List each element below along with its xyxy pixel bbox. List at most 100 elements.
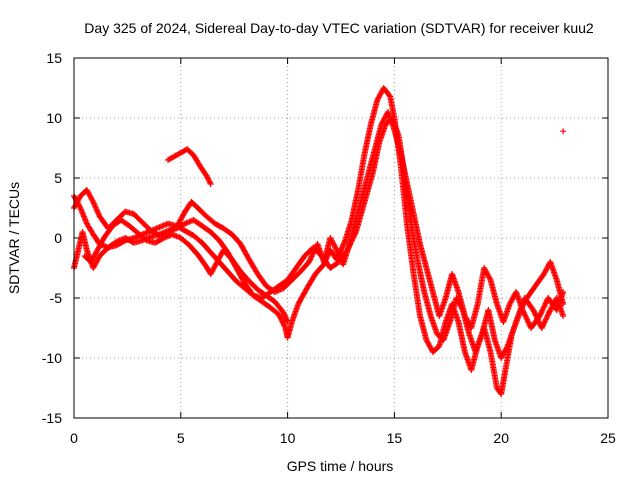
x-axis-label: GPS time / hours xyxy=(287,458,394,474)
data-point xyxy=(338,245,345,252)
data-point xyxy=(281,323,288,330)
x-tick-labels: 0 5 10 15 20 25 xyxy=(70,430,616,446)
data-point xyxy=(524,318,531,325)
data-point xyxy=(276,313,283,320)
data-point xyxy=(539,306,546,313)
data-point xyxy=(386,92,393,99)
data-point xyxy=(307,254,314,261)
axis-ticks xyxy=(73,57,609,419)
x-tick-label: 25 xyxy=(600,430,616,446)
data-point xyxy=(522,312,529,319)
data-point xyxy=(311,247,318,254)
data-point xyxy=(541,303,548,310)
y-tick-label: 10 xyxy=(46,110,62,126)
data-point xyxy=(284,319,291,325)
x-tick-label: 20 xyxy=(493,430,509,446)
data-point xyxy=(281,312,288,319)
data-point xyxy=(519,307,526,313)
y-tick-label: -15 xyxy=(42,410,62,426)
data-point xyxy=(538,325,545,331)
chart-title: Day 325 of 2024, Sidereal Day-to-day VTE… xyxy=(84,20,594,36)
data-point xyxy=(541,319,548,326)
data-point xyxy=(305,259,312,265)
x-tick-label: 10 xyxy=(280,430,296,446)
data-point xyxy=(537,311,544,318)
data-point xyxy=(524,316,531,323)
y-tick-label: 15 xyxy=(46,50,62,66)
data-point xyxy=(339,242,346,249)
data-point xyxy=(280,309,287,316)
data-point xyxy=(340,241,347,248)
data-point xyxy=(341,238,348,245)
series-trace-c xyxy=(71,109,567,331)
data-point xyxy=(545,311,552,318)
data-point xyxy=(281,322,288,329)
series-outlier xyxy=(560,128,567,135)
data-point xyxy=(546,308,553,315)
data-point xyxy=(540,322,547,329)
y-tick-label: 5 xyxy=(54,170,62,186)
data-point xyxy=(537,310,544,317)
data-point xyxy=(279,319,286,326)
data-point xyxy=(546,309,553,316)
data-point xyxy=(339,244,346,251)
y-axis-label: SDTVAR / TECUs xyxy=(6,182,22,294)
data-point xyxy=(525,319,532,326)
data-point xyxy=(277,314,284,321)
data-point xyxy=(532,311,539,318)
data-point xyxy=(279,318,286,325)
data-point xyxy=(522,313,529,320)
data-point xyxy=(539,323,546,330)
data-point xyxy=(309,250,316,257)
data-point xyxy=(538,308,545,315)
series-trace-e xyxy=(81,217,291,325)
data-point xyxy=(280,310,287,317)
data-point xyxy=(503,344,510,351)
data-point xyxy=(276,311,283,318)
y-tick-label: -5 xyxy=(50,290,63,306)
data-point xyxy=(544,313,551,320)
data-point xyxy=(540,304,547,311)
data-point xyxy=(543,315,550,322)
y-tick-label: -10 xyxy=(42,350,62,366)
data-point xyxy=(486,275,493,282)
data-point xyxy=(282,314,289,321)
data-point xyxy=(520,308,527,315)
y-tick-label: 0 xyxy=(54,230,62,246)
data-point xyxy=(560,289,567,295)
series-trace-d xyxy=(164,146,214,187)
series-trace-b xyxy=(71,115,567,361)
data-point xyxy=(306,257,313,264)
data-point xyxy=(540,320,547,327)
data-point xyxy=(307,256,314,263)
data-point xyxy=(539,307,546,314)
data-point xyxy=(541,301,548,308)
x-tick-label: 0 xyxy=(70,430,78,446)
data-point xyxy=(278,317,285,324)
x-tick-label: 5 xyxy=(177,430,185,446)
y-tick-labels: -15 -10 -5 0 5 10 15 xyxy=(42,50,62,426)
data-point xyxy=(520,309,527,316)
data-point xyxy=(536,313,543,319)
data-point xyxy=(542,318,549,325)
data-point xyxy=(544,312,551,319)
data-point xyxy=(560,313,567,319)
data-point xyxy=(89,197,96,204)
data-point xyxy=(310,249,317,256)
data-point xyxy=(560,128,567,135)
data-point xyxy=(542,316,549,323)
data-point xyxy=(283,317,290,324)
data-point xyxy=(523,315,530,322)
data-point xyxy=(207,181,214,187)
data-point xyxy=(180,221,187,228)
data-point xyxy=(521,311,528,318)
data-point xyxy=(531,309,538,316)
data-point xyxy=(280,321,287,328)
data-point xyxy=(277,315,284,322)
x-tick-label: 15 xyxy=(387,430,403,446)
data-points xyxy=(71,85,567,397)
data-point xyxy=(333,245,340,252)
data-point xyxy=(341,240,348,247)
